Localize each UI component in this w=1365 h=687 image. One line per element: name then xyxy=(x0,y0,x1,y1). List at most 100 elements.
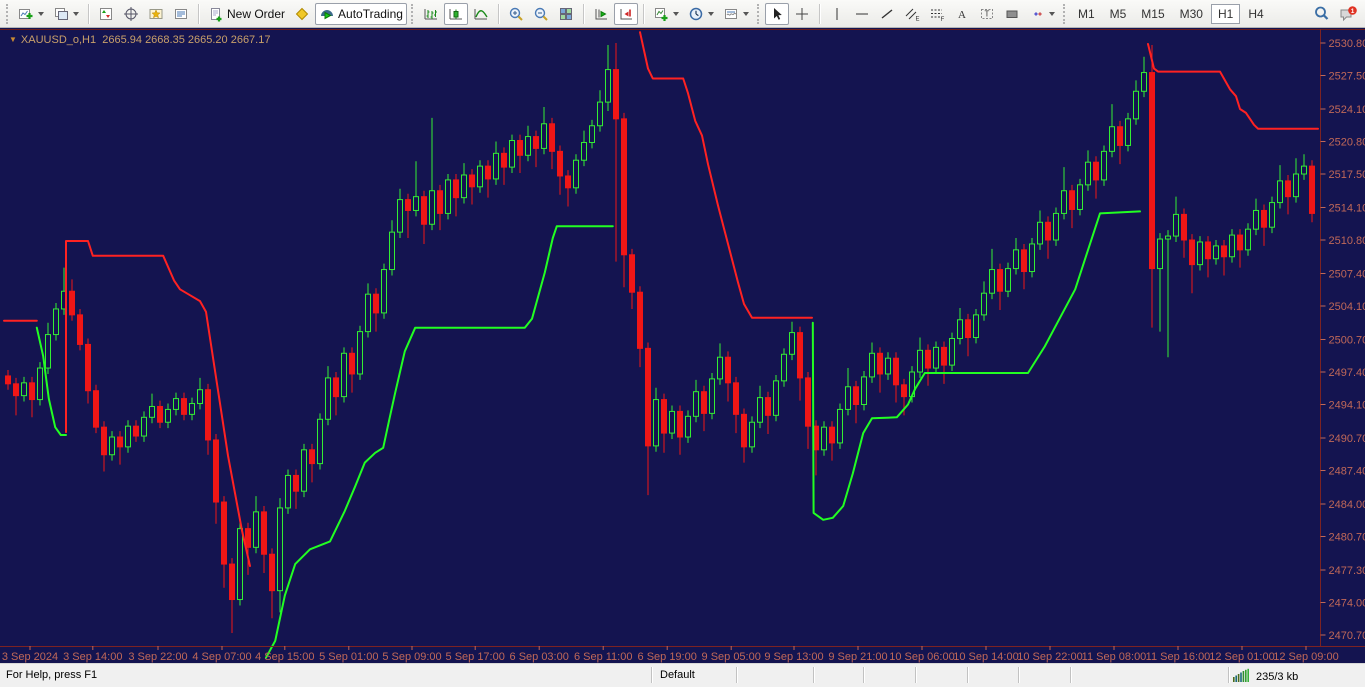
candle-body xyxy=(1094,162,1099,180)
timeframe-m15-button[interactable]: M15 xyxy=(1134,4,1171,24)
candle-body xyxy=(1190,240,1195,265)
candle-body xyxy=(518,141,523,156)
navigator-button[interactable] xyxy=(144,3,168,25)
status-template-name[interactable]: Default xyxy=(660,669,695,681)
profiles-button[interactable] xyxy=(49,3,83,25)
horizontal-line-icon xyxy=(854,6,870,22)
star-folder-icon xyxy=(148,6,164,22)
candle-body xyxy=(102,427,107,455)
text-label-tool-button[interactable]: T xyxy=(975,3,999,25)
arrows-tool-button[interactable] xyxy=(1025,3,1059,25)
equidistant-channel-tool-button[interactable]: E xyxy=(900,3,924,25)
timeframe-m30-button[interactable]: M30 xyxy=(1173,4,1210,24)
time-label: 6 Sep 03:00 xyxy=(510,651,569,663)
candle-body xyxy=(1222,246,1227,257)
candle-body xyxy=(190,404,195,415)
chart-window[interactable]: ▼XAUUSD_o,H1 2665.94 2668.35 2665.20 266… xyxy=(0,29,1365,663)
new-order-button[interactable]: New Order xyxy=(204,3,289,25)
rectangle-shape-icon xyxy=(1004,6,1020,22)
candle-body xyxy=(526,137,531,156)
timeframe-h1-button[interactable]: H1 xyxy=(1211,4,1240,24)
toolbar-drag-handle[interactable] xyxy=(1063,4,1065,24)
trendline-tool-button[interactable] xyxy=(875,3,899,25)
data-window-button[interactable] xyxy=(119,3,143,25)
chart-canvas[interactable]: 2530.802527.502524.102520.802517.502514.… xyxy=(0,29,1365,663)
toolbar-separator xyxy=(198,4,199,24)
candle-body xyxy=(246,529,251,548)
indicator-segment-down xyxy=(640,32,812,318)
toolbar-drag-handle[interactable] xyxy=(411,4,413,24)
indicators-button[interactable] xyxy=(649,3,683,25)
time-label: 6 Sep 11:00 xyxy=(574,651,633,663)
price-axis[interactable]: 2530.802527.502524.102520.802517.502514.… xyxy=(1321,29,1365,646)
connection-status[interactable]: 235/3 kb xyxy=(1233,668,1298,685)
candle-body xyxy=(870,353,875,377)
candle-body xyxy=(182,399,187,415)
market-watch-button[interactable] xyxy=(94,3,118,25)
zoom-in-button[interactable] xyxy=(504,3,528,25)
candle-body xyxy=(974,315,979,338)
shapes-tool-button[interactable] xyxy=(1000,3,1024,25)
status-divider xyxy=(1228,667,1229,683)
line-chart-button[interactable] xyxy=(469,3,493,25)
notifications-button[interactable]: 1 xyxy=(1334,3,1362,25)
candle-body xyxy=(206,390,211,440)
periods-button[interactable] xyxy=(684,3,718,25)
crosshair-tool-button[interactable] xyxy=(790,3,814,25)
candle-body xyxy=(1086,162,1091,185)
text-tool-button[interactable]: A xyxy=(950,3,974,25)
auto-scroll-button[interactable] xyxy=(589,3,613,25)
candle-body xyxy=(1174,214,1179,236)
templates-button[interactable] xyxy=(719,3,753,25)
candle-body xyxy=(478,166,483,187)
bar-chart-icon xyxy=(423,6,439,22)
candle-body xyxy=(990,270,995,294)
new-chart-button[interactable] xyxy=(14,3,48,25)
candle-body xyxy=(70,291,75,315)
tile-windows-button[interactable] xyxy=(554,3,578,25)
candle-body xyxy=(574,160,579,188)
timeframe-m1-button[interactable]: M1 xyxy=(1071,4,1102,24)
candle-body xyxy=(790,333,795,355)
timeframe-m5-button[interactable]: M5 xyxy=(1103,4,1134,24)
candle-body xyxy=(1046,222,1051,240)
candle-body xyxy=(406,200,411,211)
search-button[interactable] xyxy=(1309,3,1334,25)
toolbar-drag-handle[interactable] xyxy=(757,4,759,24)
candle-body xyxy=(142,417,147,436)
candle-body xyxy=(766,398,771,416)
candle-body xyxy=(894,358,899,385)
svg-text:E: E xyxy=(915,16,919,22)
price-label: 2527.50 xyxy=(1329,71,1365,83)
vertical-line-tool-button[interactable] xyxy=(825,3,849,25)
toolbar-separator xyxy=(498,4,499,24)
candle-body xyxy=(1006,269,1011,292)
time-label: 3 Sep 2024 xyxy=(2,651,58,663)
bar-chart-button[interactable] xyxy=(419,3,443,25)
candle-body xyxy=(934,347,939,368)
autotrading-button[interactable]: AutoTrading xyxy=(315,3,407,25)
trendline-icon xyxy=(879,6,895,22)
candle-body xyxy=(638,292,643,348)
terminal-button[interactable] xyxy=(169,3,193,25)
candle-body xyxy=(1166,236,1171,239)
candle-body xyxy=(846,387,851,410)
candle-body xyxy=(1286,181,1291,197)
candle-body xyxy=(294,475,299,491)
candlestick-chart-button[interactable] xyxy=(444,3,468,25)
chart-shift-button[interactable] xyxy=(614,3,638,25)
candle-body xyxy=(942,347,947,365)
metaeditor-button[interactable] xyxy=(290,3,314,25)
toolbar-drag-handle[interactable] xyxy=(6,4,8,24)
fibonacci-tool-button[interactable]: F xyxy=(925,3,949,25)
horizontal-line-tool-button[interactable] xyxy=(850,3,874,25)
status-divider xyxy=(651,667,652,683)
candle-body xyxy=(750,422,755,447)
timeframe-h4-button[interactable]: H4 xyxy=(1241,4,1270,24)
candle-body xyxy=(742,414,747,447)
candle-body xyxy=(462,175,467,198)
status-divider xyxy=(1070,667,1071,683)
cursor-tool-button[interactable] xyxy=(765,3,789,25)
zoom-out-button[interactable] xyxy=(529,3,553,25)
